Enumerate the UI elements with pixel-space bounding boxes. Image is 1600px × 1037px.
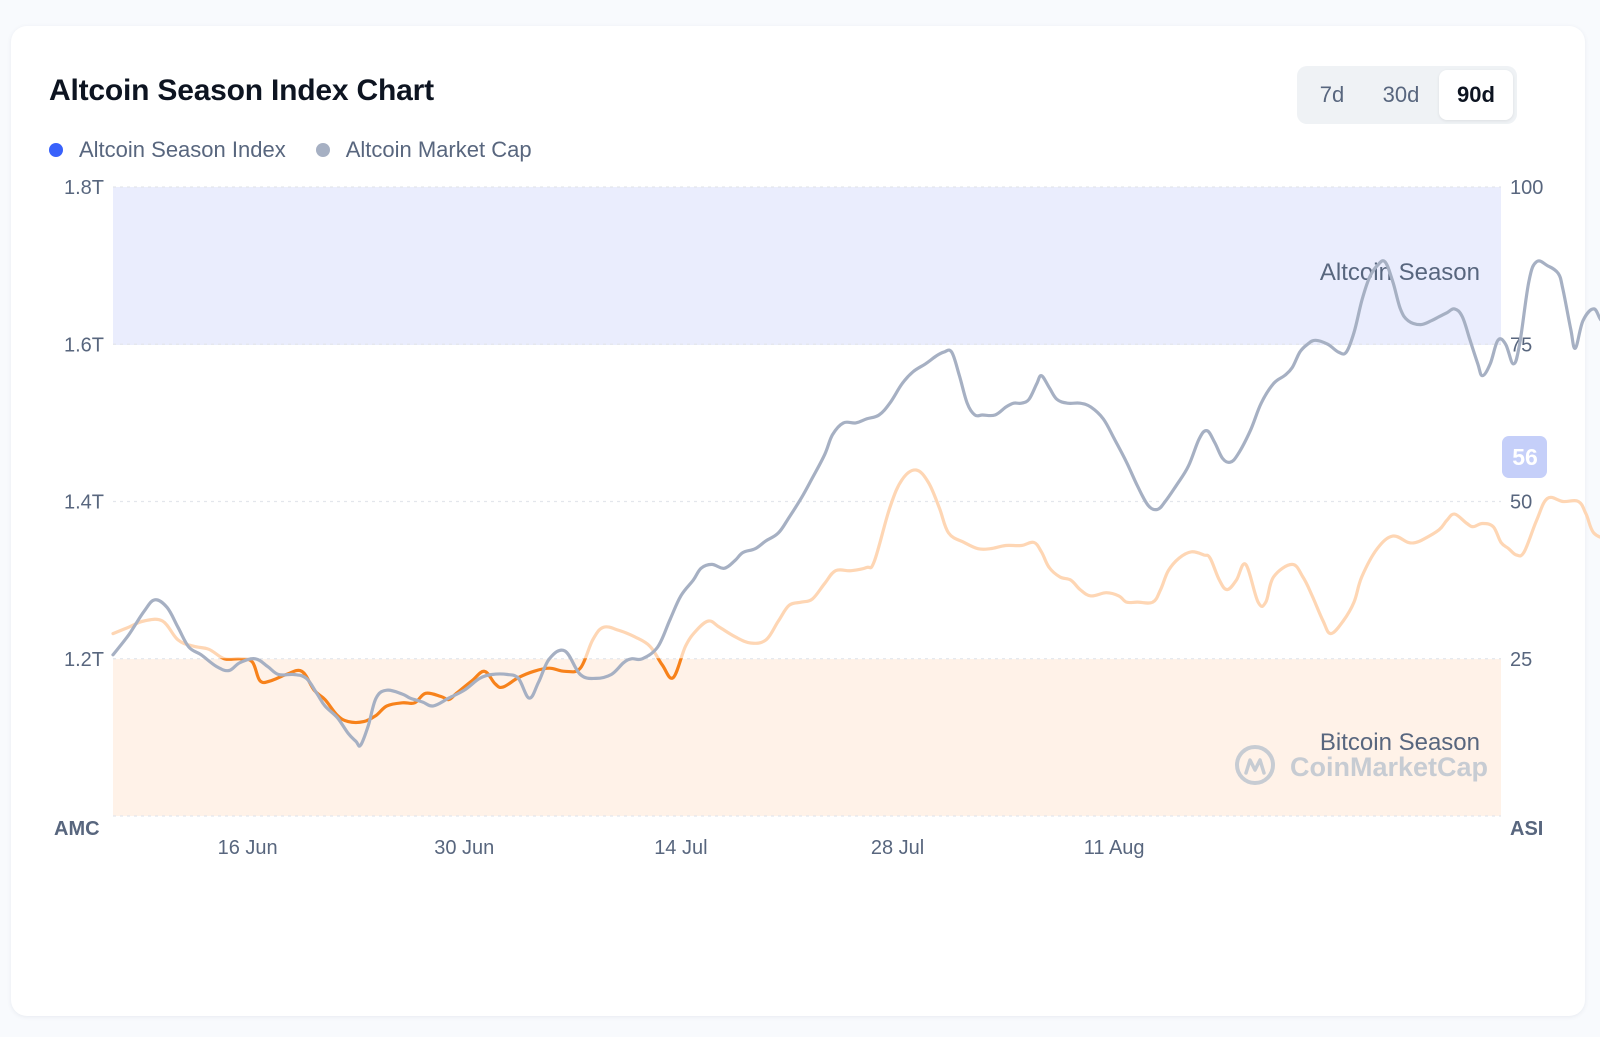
bitcoin-season-zone (113, 659, 1501, 816)
left-axis-ticks: 1.8T 1.6T 1.4T 1.2T (64, 177, 104, 671)
index-line-neutral-zone (111, 468, 1600, 659)
current-value-badge: 56 (1502, 436, 1547, 478)
left-tick-label: 1.8T (64, 177, 104, 199)
badge-value: 56 (1512, 444, 1538, 470)
x-tick-label: 11 Aug (1084, 837, 1145, 859)
chart-title: Altcoin Season Index Chart (49, 74, 434, 107)
x-tick-label: 30 Jun (434, 837, 494, 859)
altcoin-season-label: Altcoin Season (1320, 259, 1480, 286)
legend-dot-gray (315, 143, 330, 157)
right-tick-label: 100 (1510, 177, 1543, 199)
legend-label: Altcoin Season Index (79, 137, 286, 162)
right-axis-title: ASI (1510, 818, 1543, 840)
time-range-selector: 7d 30d 90d (1297, 66, 1517, 124)
left-tick-label: 1.2T (64, 649, 104, 671)
coinmarketcap-logo-icon (1235, 745, 1275, 785)
left-tick-label: 1.6T (64, 334, 104, 356)
legend-item-altcoin-market-cap[interactable]: Altcoin Market Cap (315, 137, 532, 163)
left-axis-title: AMC (54, 818, 100, 840)
coinmarketcap-watermark: CoinMarketCap (1235, 745, 1488, 785)
altcoin-season-zone (113, 187, 1501, 345)
legend-dot-blue (49, 143, 63, 157)
badge-background (1502, 436, 1547, 478)
left-tick-label: 1.4T (64, 492, 104, 514)
tab-30d[interactable]: 30d (1382, 82, 1420, 107)
right-tick-label: 75 (1510, 334, 1532, 356)
market-cap-line (111, 259, 1600, 748)
chart-legend: Altcoin Season Index Altcoin Market Cap (49, 137, 562, 163)
bitcoin-season-label: Bitcoin Season (1320, 729, 1480, 756)
legend-label: Altcoin Market Cap (345, 137, 532, 162)
x-tick-label: 28 Jul (871, 837, 924, 859)
tab-90d[interactable]: 90d (1439, 70, 1513, 120)
tab-7d[interactable]: 7d (1319, 82, 1345, 107)
legend-item-altcoin-season-index[interactable]: Altcoin Season Index (49, 137, 286, 163)
index-line-bitcoin-zone (219, 658, 683, 725)
x-tick-label: 16 Jun (218, 837, 278, 859)
x-axis-ticks: 16 Jun 30 Jun 14 Jul 28 Jul 11 Aug (218, 837, 1145, 859)
watermark-text: CoinMarketCap (1290, 752, 1488, 782)
series-layer (111, 259, 1600, 748)
right-tick-label: 50 (1510, 492, 1532, 514)
gridlines (113, 186, 1501, 817)
x-tick-label: 14 Jul (654, 837, 707, 859)
right-axis-ticks: 100 75 50 25 (1510, 177, 1543, 671)
right-tick-label: 25 (1510, 649, 1532, 671)
